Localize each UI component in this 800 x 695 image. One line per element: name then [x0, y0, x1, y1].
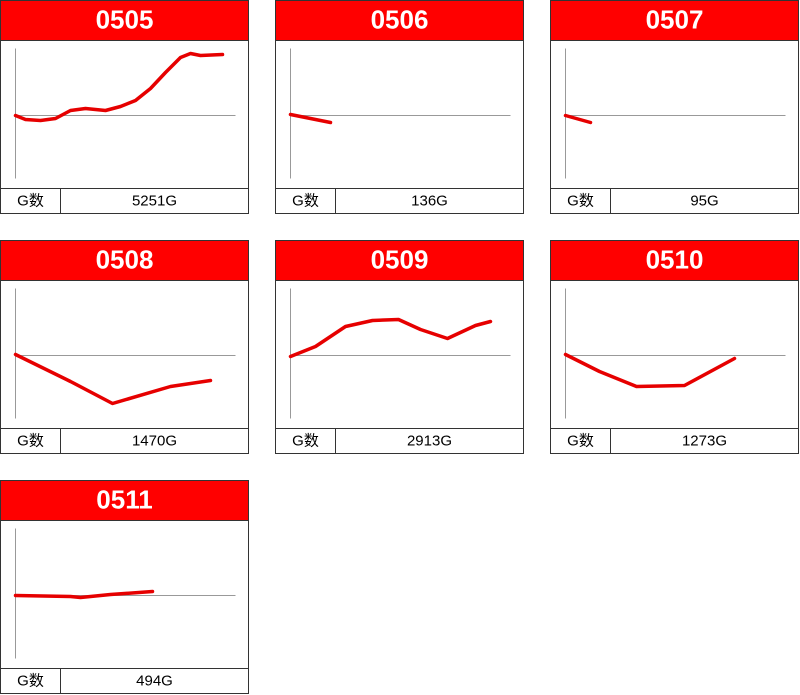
data-line	[288, 317, 493, 359]
stat-label: G数	[567, 192, 594, 209]
panel-title: 0505	[96, 4, 154, 34]
panel-title: 0511	[96, 484, 152, 514]
panel-title: 0507	[646, 4, 704, 34]
data-line	[13, 51, 225, 123]
panel-title: 0508	[96, 244, 154, 274]
panel-header	[275, 0, 524, 41]
stat-label: G数	[17, 192, 44, 209]
panel-header	[275, 240, 524, 281]
stat-value: 2913G	[407, 432, 452, 449]
data-line	[563, 352, 737, 389]
data-line	[13, 589, 155, 600]
panel-header	[0, 480, 249, 521]
stat-label: G数	[292, 432, 319, 449]
panel-title: 0509	[371, 244, 429, 274]
stat-value: 136G	[411, 192, 448, 209]
panel-title: 0510	[646, 244, 704, 274]
panel-header	[0, 0, 249, 41]
panel-header	[0, 240, 249, 281]
stat-value: 1470G	[132, 432, 177, 449]
stat-label: G数	[17, 672, 44, 689]
data-line	[563, 113, 593, 125]
panel-title: 0506	[371, 4, 429, 34]
data-line	[288, 112, 333, 125]
stat-value: 95G	[690, 192, 718, 209]
stat-label: G数	[17, 432, 44, 449]
stat-value: 1273G	[682, 432, 727, 449]
stat-label: G数	[567, 432, 594, 449]
stat-label: G数	[292, 192, 319, 209]
stat-value: 5251G	[132, 192, 177, 209]
panel-header	[550, 240, 799, 281]
data-line	[13, 352, 213, 406]
panel-header	[550, 0, 799, 41]
stat-value: 494G	[136, 672, 173, 689]
